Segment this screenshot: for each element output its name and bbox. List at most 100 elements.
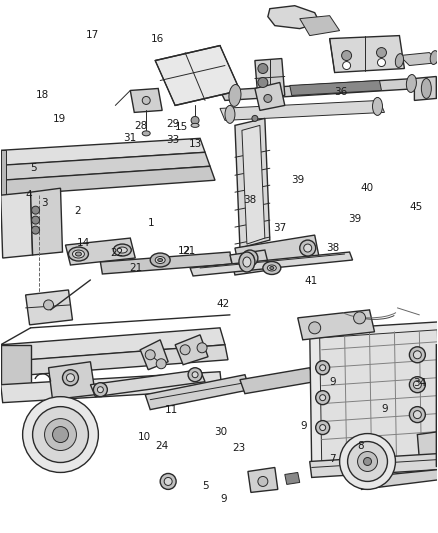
Circle shape (164, 478, 172, 486)
Text: 15: 15 (175, 122, 188, 132)
Polygon shape (235, 118, 270, 248)
Polygon shape (310, 322, 438, 467)
Text: 45: 45 (410, 202, 423, 212)
Circle shape (339, 433, 396, 489)
Circle shape (23, 397, 99, 472)
Ellipse shape (263, 262, 281, 274)
Circle shape (258, 77, 268, 87)
Circle shape (142, 96, 150, 104)
Polygon shape (240, 368, 314, 394)
Text: 41: 41 (304, 277, 317, 286)
Circle shape (45, 418, 77, 450)
Text: 5: 5 (203, 481, 209, 490)
Circle shape (188, 368, 202, 382)
Circle shape (343, 61, 350, 69)
Circle shape (191, 116, 199, 124)
Polygon shape (230, 250, 270, 275)
Circle shape (304, 244, 312, 252)
Circle shape (348, 441, 388, 481)
Circle shape (252, 116, 258, 122)
Text: 38: 38 (243, 195, 256, 205)
Polygon shape (1, 372, 222, 402)
Text: 33: 33 (166, 135, 180, 145)
Circle shape (32, 206, 39, 214)
Ellipse shape (239, 252, 255, 272)
Circle shape (264, 94, 272, 102)
Text: 1: 1 (148, 218, 155, 228)
Circle shape (32, 216, 39, 224)
Ellipse shape (267, 265, 276, 271)
Circle shape (316, 391, 330, 405)
Circle shape (53, 426, 68, 442)
Text: 17: 17 (86, 30, 99, 41)
Polygon shape (248, 467, 278, 492)
Circle shape (316, 361, 330, 375)
Text: 11: 11 (164, 405, 177, 415)
Text: 37: 37 (273, 223, 287, 233)
Text: 9: 9 (301, 421, 307, 431)
Circle shape (413, 410, 421, 418)
Circle shape (320, 425, 326, 431)
Circle shape (353, 312, 366, 324)
Polygon shape (290, 80, 381, 95)
Text: 3: 3 (41, 198, 48, 208)
Circle shape (410, 407, 425, 423)
Ellipse shape (150, 253, 170, 267)
Circle shape (364, 457, 371, 465)
Circle shape (300, 240, 316, 256)
Circle shape (377, 47, 386, 58)
Circle shape (160, 473, 176, 489)
Polygon shape (360, 470, 438, 489)
Circle shape (192, 372, 198, 378)
Ellipse shape (113, 244, 131, 256)
Polygon shape (190, 252, 353, 276)
Ellipse shape (158, 259, 162, 262)
Text: 39: 39 (291, 175, 304, 185)
Circle shape (320, 365, 326, 371)
Polygon shape (66, 238, 135, 265)
Polygon shape (436, 343, 438, 466)
Circle shape (93, 383, 107, 397)
Circle shape (67, 374, 74, 382)
Ellipse shape (68, 247, 88, 261)
Text: 14: 14 (77, 238, 90, 247)
Circle shape (410, 377, 425, 393)
Text: 12: 12 (177, 246, 191, 255)
Text: 9: 9 (220, 494, 227, 504)
Ellipse shape (142, 131, 150, 136)
Polygon shape (175, 335, 208, 365)
Polygon shape (255, 83, 285, 110)
Polygon shape (90, 370, 205, 397)
Polygon shape (268, 6, 320, 29)
Text: 39: 39 (348, 214, 361, 224)
Polygon shape (140, 340, 168, 370)
Ellipse shape (191, 123, 199, 127)
Ellipse shape (243, 257, 251, 267)
Polygon shape (310, 454, 438, 478)
Polygon shape (320, 330, 438, 462)
Ellipse shape (270, 266, 274, 270)
Text: 28: 28 (134, 120, 147, 131)
Circle shape (342, 51, 352, 61)
Polygon shape (100, 252, 232, 274)
Polygon shape (1, 166, 215, 195)
Circle shape (413, 351, 421, 359)
Ellipse shape (372, 98, 382, 116)
Polygon shape (130, 88, 162, 112)
Polygon shape (1, 345, 31, 385)
Ellipse shape (421, 78, 431, 99)
Polygon shape (330, 36, 404, 72)
Circle shape (410, 347, 425, 363)
Polygon shape (417, 432, 438, 459)
Polygon shape (49, 362, 95, 400)
Circle shape (316, 421, 330, 434)
Polygon shape (1, 152, 210, 180)
Ellipse shape (229, 85, 241, 107)
Circle shape (378, 59, 385, 67)
Circle shape (197, 343, 207, 353)
Text: 21: 21 (182, 246, 195, 255)
Circle shape (145, 350, 155, 360)
Polygon shape (255, 59, 285, 98)
Polygon shape (145, 375, 250, 410)
Polygon shape (1, 192, 32, 258)
